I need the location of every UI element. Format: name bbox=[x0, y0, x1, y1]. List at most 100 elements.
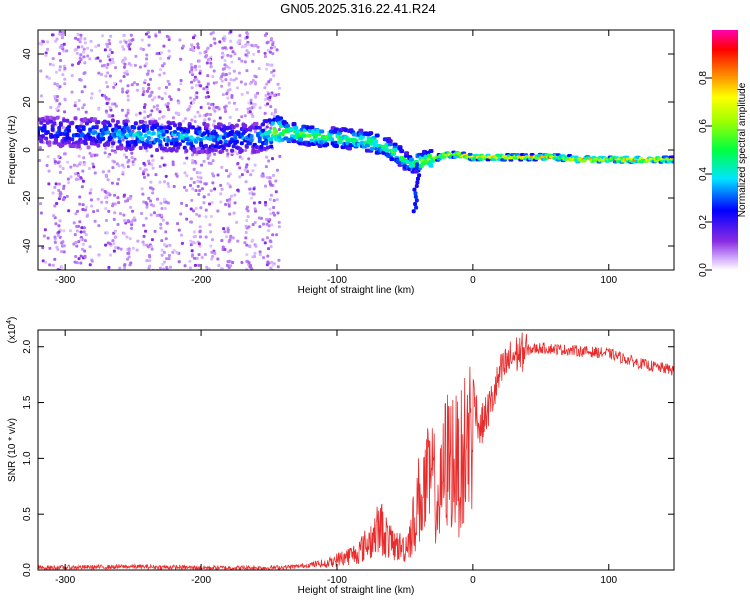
heatmap-cell bbox=[148, 144, 153, 149]
heatmap-cell bbox=[188, 259, 192, 263]
heatmap-cell bbox=[273, 110, 277, 114]
heatmap-cell bbox=[53, 240, 57, 244]
heatmap-cell bbox=[177, 112, 181, 116]
heatmap-cell bbox=[79, 230, 83, 234]
heatmap-cell bbox=[107, 169, 111, 173]
heatmap-cell bbox=[144, 32, 148, 36]
heatmap-cell bbox=[218, 139, 223, 144]
heatmap-cell bbox=[91, 153, 95, 157]
heatmap-cell bbox=[160, 239, 164, 243]
heatmap-cell bbox=[151, 158, 155, 162]
heatmap-cell bbox=[415, 162, 420, 167]
heatmap-cell bbox=[135, 248, 139, 252]
heatmap-cell bbox=[225, 198, 229, 202]
heatmap-cell bbox=[387, 142, 393, 147]
heatmap-cell bbox=[158, 140, 163, 145]
top-x-tick-label: -300 bbox=[55, 275, 75, 286]
heatmap-cell bbox=[254, 125, 259, 130]
heatmap-cell bbox=[228, 72, 232, 76]
heatmap-cell bbox=[237, 71, 241, 75]
heatmap-cell bbox=[197, 192, 201, 196]
heatmap-cell bbox=[142, 124, 146, 129]
heatmap-cell bbox=[113, 102, 117, 106]
heatmap-cell bbox=[164, 237, 168, 241]
heatmap-cell bbox=[245, 219, 249, 223]
heatmap-cell bbox=[254, 244, 258, 248]
heatmap-cell bbox=[191, 153, 195, 157]
heatmap-cell bbox=[154, 173, 158, 177]
heatmap-cell bbox=[237, 57, 241, 61]
heatmap-cell bbox=[399, 149, 405, 154]
heatmap-cell bbox=[76, 38, 80, 42]
heatmap-cell bbox=[62, 250, 66, 254]
heatmap-cell bbox=[84, 233, 88, 237]
heatmap-cell bbox=[191, 209, 195, 213]
heatmap-cell bbox=[111, 204, 115, 208]
heatmap-cell bbox=[319, 129, 325, 134]
heatmap-cell bbox=[104, 196, 108, 200]
heatmap-cell bbox=[131, 38, 135, 42]
heatmap-cell bbox=[223, 59, 227, 63]
heatmap-cell bbox=[76, 133, 81, 138]
heatmap-cell bbox=[271, 263, 275, 267]
colorbar-ticks: 0.0 0.2 0.4 0.6 0.8 bbox=[698, 71, 712, 277]
heatmap-cell bbox=[106, 178, 110, 182]
heatmap-cell bbox=[111, 57, 115, 61]
heatmap-cell bbox=[267, 224, 271, 228]
heatmap-cell bbox=[274, 129, 279, 134]
heatmap-cell bbox=[248, 187, 252, 191]
heatmap-cell bbox=[117, 139, 122, 144]
heatmap-cell bbox=[111, 141, 116, 146]
heatmap-cell bbox=[257, 50, 261, 54]
heatmap-cell bbox=[277, 135, 282, 140]
heatmap-cell bbox=[70, 137, 75, 142]
heatmap-cell bbox=[190, 71, 194, 75]
heatmap-cell bbox=[58, 164, 62, 168]
heatmap-cell bbox=[226, 53, 230, 57]
heatmap-cell bbox=[103, 151, 107, 155]
heatmap-cell bbox=[38, 146, 42, 150]
heatmap-cell bbox=[368, 131, 374, 136]
heatmap-cell bbox=[107, 97, 111, 101]
heatmap-cell bbox=[171, 160, 175, 164]
heatmap-cell bbox=[45, 75, 49, 79]
heatmap-cell bbox=[198, 171, 202, 175]
heatmap-cell bbox=[158, 110, 162, 114]
heatmap-cell bbox=[197, 253, 201, 257]
heatmap-cell bbox=[53, 235, 57, 239]
heatmap-cell bbox=[189, 220, 193, 224]
heatmap-cell bbox=[189, 96, 193, 100]
heatmap-cell bbox=[172, 123, 177, 128]
heatmap-cell bbox=[212, 37, 216, 41]
heatmap-cell bbox=[122, 129, 127, 134]
heatmap-cell bbox=[233, 52, 237, 56]
heatmap-cell bbox=[155, 104, 159, 108]
heatmap-cell bbox=[159, 68, 163, 72]
heatmap-cell bbox=[167, 185, 171, 189]
heatmap-cell bbox=[165, 267, 169, 270]
heatmap-cell bbox=[88, 151, 92, 155]
heatmap-cell bbox=[209, 43, 213, 47]
heatmap-cell bbox=[185, 188, 189, 192]
heatmap-cell bbox=[404, 151, 410, 156]
heatmap-cell bbox=[199, 143, 204, 148]
heatmap-cell bbox=[257, 216, 261, 220]
heatmap-cell bbox=[268, 180, 272, 184]
top-x-axis-label: Height of straight line (km) bbox=[298, 285, 415, 296]
heatmap-cell bbox=[145, 53, 149, 57]
heatmap-cell bbox=[100, 34, 104, 38]
heatmap-cell bbox=[248, 265, 252, 269]
heatmap-cell bbox=[48, 246, 52, 250]
heatmap-cell bbox=[148, 94, 152, 98]
heatmap-cell bbox=[155, 52, 159, 56]
heatmap-cell bbox=[206, 74, 210, 78]
heatmap-cell bbox=[91, 162, 95, 166]
heatmap-cell bbox=[195, 136, 200, 141]
heatmap-cell bbox=[508, 158, 514, 162]
heatmap-cell bbox=[176, 126, 181, 131]
heatmap-cell bbox=[50, 127, 55, 132]
heatmap-cell bbox=[244, 82, 248, 86]
heatmap-cell bbox=[223, 46, 227, 50]
heatmap-cell bbox=[147, 69, 151, 73]
heatmap-cell bbox=[163, 180, 167, 184]
